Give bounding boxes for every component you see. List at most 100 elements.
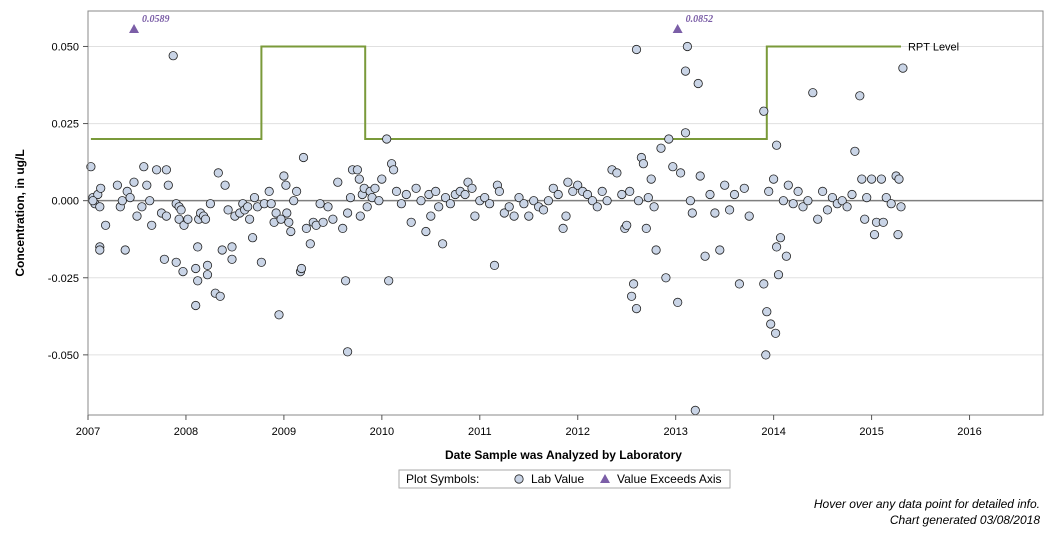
lab-value-point[interactable] (675, 168, 686, 178)
lab-value-point[interactable] (842, 202, 852, 212)
lab-value-point[interactable] (470, 211, 480, 221)
lab-value-point[interactable] (200, 214, 211, 224)
lab-value-point[interactable] (850, 146, 860, 156)
lab-value-point[interactable] (646, 174, 656, 184)
lab-value-point[interactable] (822, 205, 833, 215)
lab-value-point[interactable] (284, 217, 294, 227)
lab-value-point[interactable] (120, 245, 130, 255)
lab-value-point[interactable] (893, 230, 903, 240)
lab-value-point[interactable] (374, 196, 384, 206)
lab-value-point[interactable] (328, 214, 338, 224)
lab-value-point[interactable] (898, 63, 908, 73)
lab-value-point[interactable] (145, 196, 155, 206)
lab-value-point[interactable] (553, 189, 563, 200)
lab-value-point[interactable] (213, 168, 223, 178)
lab-value-point[interactable] (651, 245, 661, 255)
lab-value-point[interactable] (626, 291, 637, 301)
lab-value-point[interactable] (538, 205, 549, 215)
lab-value-point[interactable] (245, 214, 255, 224)
exceeds-axis-marker[interactable] (129, 24, 140, 33)
lab-value-point[interactable] (249, 193, 260, 203)
lab-value-point[interactable] (793, 186, 803, 196)
lab-value-point[interactable] (744, 211, 754, 221)
lab-value-point[interactable] (217, 245, 227, 255)
lab-value-point[interactable] (543, 196, 554, 206)
lab-value-point[interactable] (416, 196, 426, 206)
lab-value-point[interactable] (673, 297, 683, 307)
lab-value-point[interactable] (171, 257, 181, 267)
lab-value-point[interactable] (333, 177, 343, 187)
lab-value-point[interactable] (783, 180, 793, 190)
lab-value-point[interactable] (759, 279, 769, 289)
lab-value-point[interactable] (178, 266, 188, 277)
lab-value-point[interactable] (494, 186, 504, 196)
lab-value-point[interactable] (315, 199, 325, 209)
lab-value-point[interactable] (886, 199, 896, 209)
lab-value-point[interactable] (163, 180, 173, 190)
exceeds-axis-marker[interactable] (672, 24, 683, 33)
lab-value-point[interactable] (467, 183, 477, 193)
lab-value-point[interactable] (514, 193, 524, 203)
lab-value-point[interactable] (710, 208, 720, 218)
lab-value-point[interactable] (440, 193, 451, 203)
lab-value-point[interactable] (205, 199, 215, 209)
lab-value-point[interactable] (680, 66, 691, 76)
lab-value-point[interactable] (761, 350, 771, 360)
lab-value-point[interactable] (256, 257, 266, 267)
lab-value-point[interactable] (631, 303, 642, 314)
lab-value-point[interactable] (370, 183, 380, 193)
lab-value-point[interactable] (152, 165, 162, 175)
lab-value-point[interactable] (881, 193, 891, 203)
lab-value-point[interactable] (88, 196, 98, 206)
lab-value-point[interactable] (125, 193, 135, 203)
lab-value-point[interactable] (625, 186, 635, 196)
lab-value-point[interactable] (693, 78, 703, 89)
lab-value-point[interactable] (338, 223, 348, 233)
lab-value-point[interactable] (715, 245, 725, 255)
lab-value-point[interactable] (137, 202, 147, 212)
lab-value-point[interactable] (766, 319, 776, 329)
lab-value-point[interactable] (759, 106, 769, 116)
lab-value-point[interactable] (509, 211, 519, 221)
lab-value-point[interactable] (264, 186, 274, 196)
lab-value-point[interactable] (894, 174, 904, 184)
lab-value-point[interactable] (724, 205, 735, 215)
lab-value-point[interactable] (223, 205, 233, 215)
lab-value-point[interactable] (437, 239, 448, 249)
lab-value-point[interactable] (279, 171, 289, 181)
lab-value-point[interactable] (271, 208, 281, 218)
lab-value-point[interactable] (587, 196, 598, 206)
lab-value-point[interactable] (643, 193, 653, 203)
lab-value-point[interactable] (847, 189, 857, 200)
lab-value-point[interactable] (484, 199, 495, 209)
lab-value-point[interactable] (628, 279, 639, 289)
lab-value-point[interactable] (720, 180, 730, 190)
lab-value-point[interactable] (282, 208, 292, 218)
lab-value-point[interactable] (803, 196, 813, 206)
lab-value-point[interactable] (633, 196, 644, 206)
lab-value-point[interactable] (573, 180, 583, 190)
lab-value-point[interactable] (529, 196, 539, 206)
lab-value-point[interactable] (798, 202, 808, 212)
lab-value-point[interactable] (139, 162, 149, 172)
lab-value-point[interactable] (827, 193, 838, 203)
lab-value-point[interactable] (434, 202, 444, 212)
lab-value-point[interactable] (700, 251, 710, 261)
lab-value-point[interactable] (388, 165, 399, 175)
lab-value-point[interactable] (147, 220, 157, 230)
lab-value-point[interactable] (548, 183, 558, 193)
lab-value-point[interactable] (631, 44, 642, 55)
lab-value-point[interactable] (86, 162, 96, 172)
lab-value-point[interactable] (687, 208, 697, 218)
lab-value-point[interactable] (762, 307, 772, 317)
lab-value-point[interactable] (649, 202, 659, 212)
lab-value-point[interactable] (597, 186, 607, 196)
lab-value-point[interactable] (866, 174, 877, 184)
lab-value-point[interactable] (426, 211, 436, 221)
lab-value-point[interactable] (227, 254, 237, 264)
lab-value-point[interactable] (276, 214, 286, 224)
lab-value-point[interactable] (561, 211, 571, 221)
lab-value-point[interactable] (281, 180, 291, 190)
lab-value-point[interactable] (563, 177, 573, 187)
lab-value-point[interactable] (318, 217, 328, 227)
